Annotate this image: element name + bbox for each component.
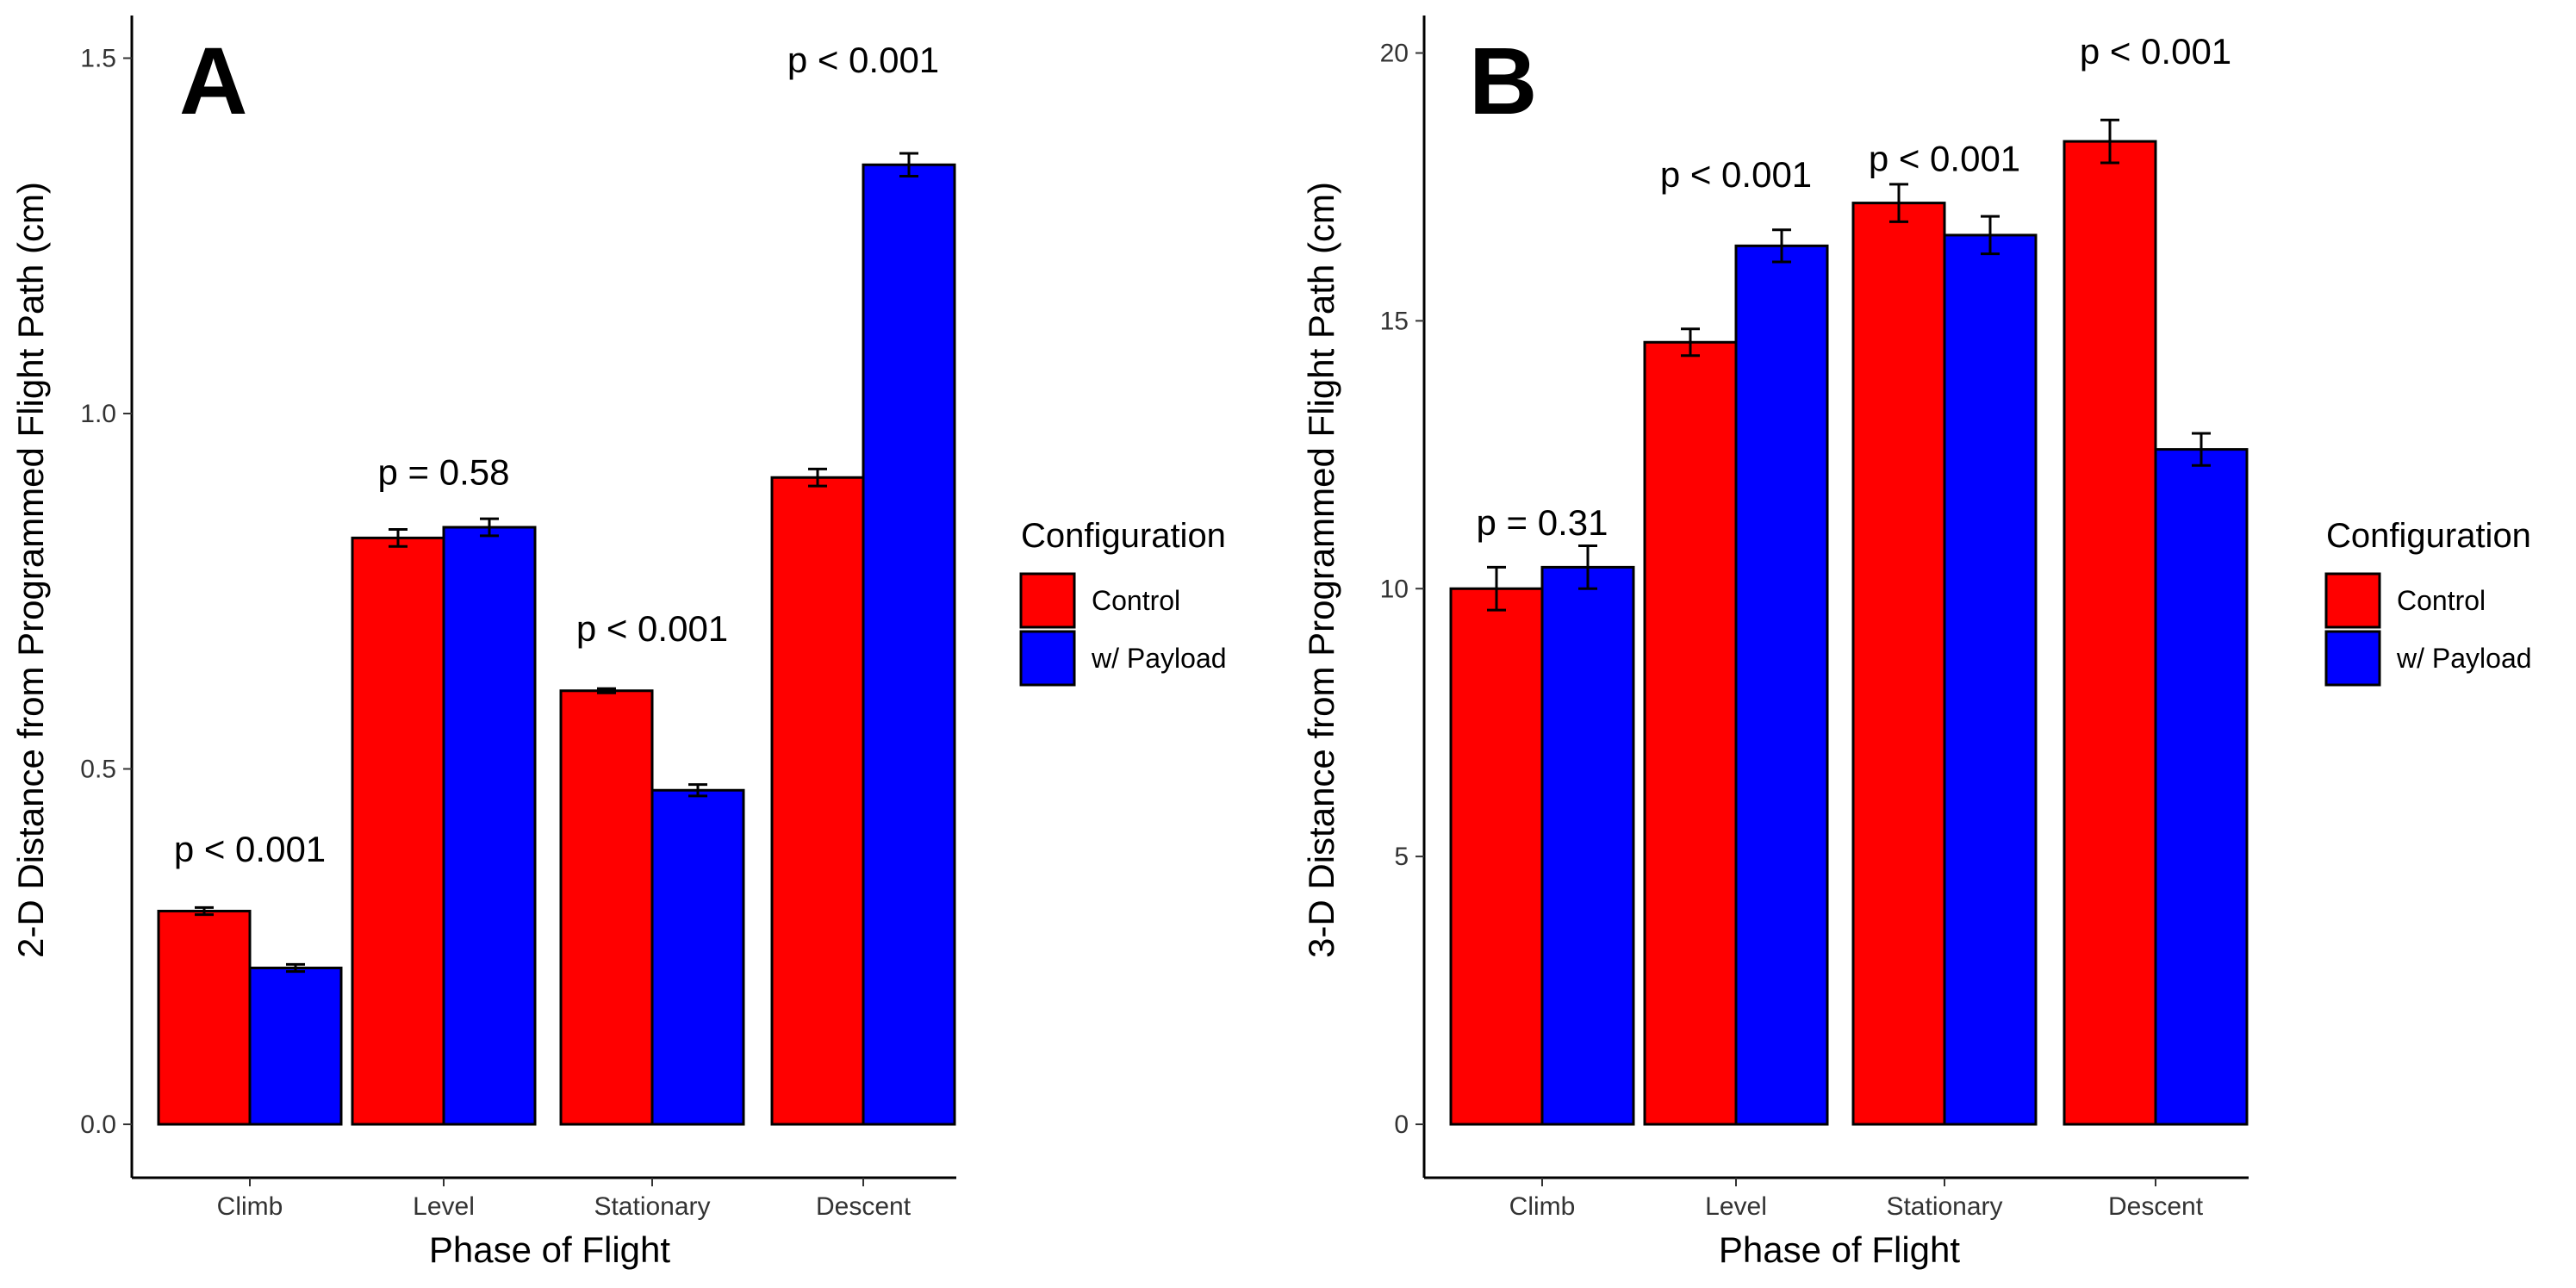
y-tick-label: 5 [1394, 843, 1409, 871]
chart-panel-b: 0 5 10 15 20 Climb Level Stationary Descent p = 0… [1301, 16, 2532, 1270]
bar-control-climb [157, 910, 252, 1126]
bar-payload-descent [862, 163, 956, 1126]
bar-control-climb [1449, 587, 1544, 1126]
x-tick-label: Stationary [1886, 1192, 2002, 1221]
y-tick-label: 0 [1394, 1111, 1409, 1139]
y-tick-label: 15 [1380, 307, 1409, 335]
p-value-annotation: p < 0.001 [1869, 138, 2020, 178]
legend-label: w/ Payload [2396, 643, 2532, 674]
p-value-annotation: p < 0.001 [576, 608, 728, 649]
legend-swatch-payload [2324, 630, 2381, 687]
x-tick-label: Descent [816, 1192, 912, 1221]
chart-panel-a: 0.0 0.5 1.0 1.5 Climb Level Stationary Descent p… [10, 16, 1227, 1270]
y-tick-label: 20 [1380, 40, 1409, 68]
x-tick-label: Climb [1509, 1192, 1576, 1221]
bar-payload-stationary [650, 788, 745, 1126]
p-value-annotation: p < 0.001 [174, 829, 326, 869]
x-tick-label: Stationary [594, 1192, 710, 1221]
p-value-annotation: p < 0.001 [2080, 31, 2231, 72]
bar-payload-level [1734, 244, 1829, 1126]
y-tick-label: 0.0 [80, 1111, 116, 1139]
y-axis-title: 3-D Distance from Programmed Flight Path… [1301, 182, 1341, 958]
legend-swatch-control [2324, 572, 2381, 629]
x-tick-label: Climb [217, 1192, 283, 1221]
y-axis-title: 2-D Distance from Programmed Flight Path… [10, 182, 51, 958]
legend-label: w/ Payload [1091, 643, 1227, 674]
x-axis-title: Phase of Flight [429, 1229, 670, 1270]
p-value-annotation: p < 0.001 [1660, 154, 1812, 195]
legend: Configuration Control w/ Payload [2324, 517, 2532, 687]
bar-control-descent [770, 476, 865, 1126]
p-value-annotation: p = 0.31 [1477, 502, 1608, 543]
legend-title: Configuration [1021, 517, 1226, 555]
legend-label: Control [2397, 585, 2486, 616]
x-axis-title: Phase of Flight [1719, 1229, 1960, 1270]
bar-payload-climb [248, 967, 343, 1126]
bar-control-level [351, 536, 445, 1126]
legend: Configuration Control w/ Payload [1019, 517, 1227, 687]
bar-payload-climb [1540, 565, 1635, 1126]
legend-label: Control [1092, 585, 1180, 616]
legend-swatch-control [1019, 572, 1076, 629]
x-tick-label: Level [1705, 1192, 1767, 1221]
x-tick-label: Level [413, 1192, 475, 1221]
bar-control-descent [2063, 140, 2157, 1126]
y-tick-label: 1.5 [80, 45, 116, 73]
y-tick-label: 1.0 [80, 400, 116, 428]
legend-title: Configuration [2326, 517, 2531, 555]
p-value-annotation: p < 0.001 [787, 40, 939, 80]
panel-letter: A [179, 28, 247, 134]
x-tick-label: Descent [2108, 1192, 2204, 1221]
bar-payload-level [442, 526, 537, 1126]
p-value-annotation: p = 0.58 [378, 452, 510, 493]
y-tick-label: 0.5 [80, 756, 116, 784]
bar-payload-descent [2154, 448, 2249, 1126]
bar-control-stationary [1851, 202, 1946, 1126]
bar-payload-stationary [1943, 233, 2038, 1126]
bar-control-stationary [559, 689, 654, 1126]
y-tick-label: 10 [1380, 575, 1409, 603]
bar-control-level [1643, 340, 1738, 1126]
panel-letter: B [1469, 28, 1537, 134]
legend-swatch-payload [1019, 630, 1076, 687]
